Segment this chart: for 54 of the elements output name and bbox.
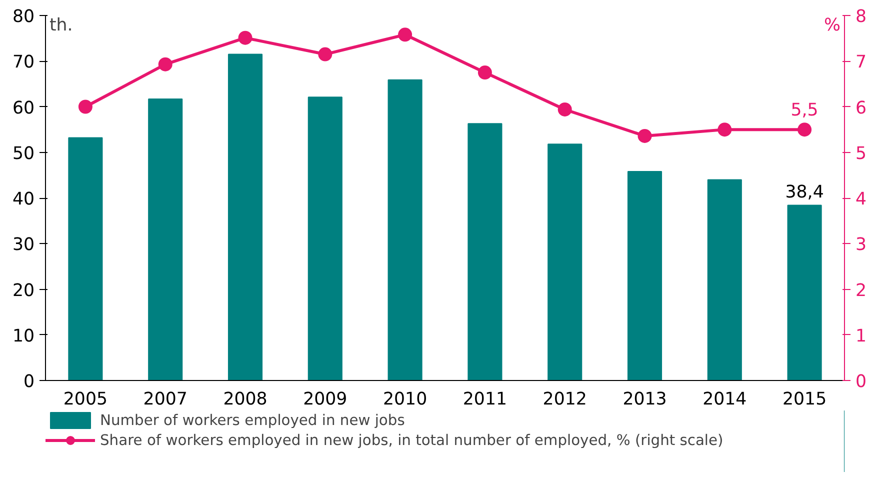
y2-tick-label: 3	[856, 235, 867, 256]
x-tick-label: 2012	[542, 390, 587, 410]
y2-tick-label: 0	[856, 372, 867, 392]
point	[718, 122, 732, 137]
bar	[787, 204, 822, 380]
x-tick-label: 2008	[223, 390, 268, 410]
point	[638, 128, 652, 143]
y-axis-title: th.	[49, 16, 73, 36]
y-tick-label: 30	[12, 235, 35, 256]
y2-tick-label: 2	[856, 280, 867, 301]
point	[78, 100, 92, 114]
y-tick-label: 70	[12, 52, 35, 73]
bar	[707, 179, 742, 380]
y2-tick-label: 4	[856, 190, 867, 210]
x-tick-label: 2015	[782, 390, 827, 410]
x-tick-label: 2005	[63, 390, 108, 410]
y2-tick-label: 8	[856, 7, 867, 27]
bar	[627, 171, 662, 380]
y-tick-label: 50	[12, 144, 35, 164]
y-tick-label: 20	[12, 280, 35, 301]
y-tick-label: 0	[23, 372, 35, 392]
point	[318, 47, 332, 62]
point	[478, 66, 492, 80]
bar	[548, 144, 582, 380]
point	[238, 30, 252, 45]
bar	[228, 54, 263, 380]
x-tick-label: 2013	[622, 390, 667, 410]
data-label: 38,4	[785, 182, 824, 202]
x-tick-label: 2009	[303, 390, 348, 410]
x-tick-label: 2007	[143, 390, 188, 410]
data-label: 5,5	[790, 100, 818, 121]
y-tick-label: 40	[12, 190, 35, 210]
x-tick-label: 2010	[383, 390, 428, 410]
y-tick-label: 80	[12, 7, 35, 27]
y2-tick-label: 6	[856, 98, 867, 118]
legend-label: Share of workers employed in new jobs, in total number of employed, % (right scale)	[100, 432, 724, 448]
point	[798, 122, 812, 137]
legend-label: Number of workers employed in new jobs	[100, 412, 405, 428]
point	[158, 57, 172, 72]
bar	[308, 96, 342, 380]
y-tick-label: 60	[12, 98, 35, 118]
x-tick-label: 2011	[462, 390, 508, 410]
bar	[68, 137, 103, 380]
x-tick-label: 2014	[702, 390, 747, 410]
y2-tick-label: 7	[856, 52, 867, 73]
point	[398, 28, 412, 42]
y2-tick-label: 5	[856, 144, 867, 164]
bar	[388, 79, 422, 380]
y2-axis-title: %	[824, 16, 841, 36]
bar	[468, 123, 502, 380]
y2-tick-label: 1	[856, 326, 867, 346]
point	[558, 102, 572, 116]
bar	[148, 98, 183, 380]
y-tick-label: 10	[12, 326, 35, 346]
